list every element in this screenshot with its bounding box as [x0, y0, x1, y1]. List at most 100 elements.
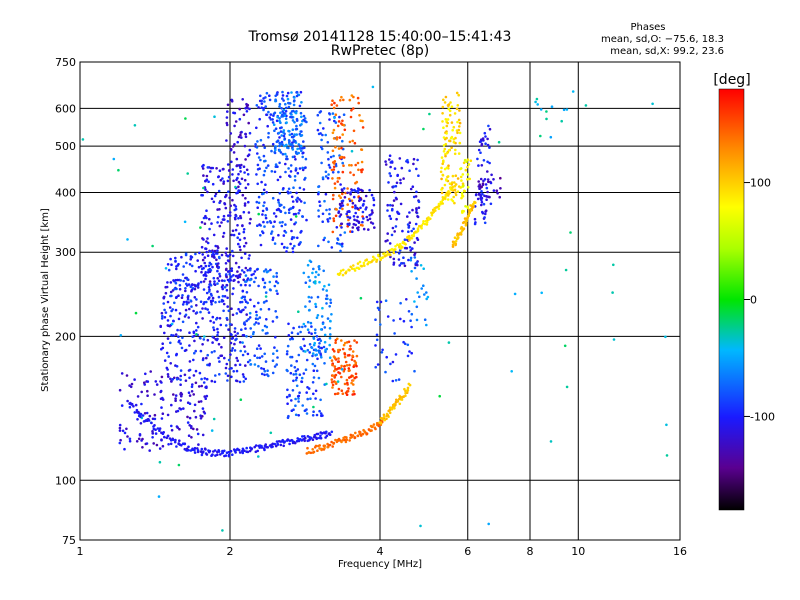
data-point — [343, 355, 347, 359]
data-point — [231, 347, 234, 350]
data-point — [237, 265, 241, 269]
data-point — [267, 307, 271, 311]
data-point — [118, 426, 122, 430]
data-point — [286, 97, 290, 101]
data-point — [463, 217, 467, 220]
data-point — [337, 147, 341, 150]
data-point — [513, 292, 517, 296]
data-point — [440, 156, 444, 159]
data-point — [223, 449, 226, 453]
data-point — [163, 359, 167, 362]
data-point — [255, 104, 259, 107]
data-point — [220, 253, 224, 257]
data-point — [307, 331, 311, 334]
data-point — [263, 300, 266, 304]
data-point — [276, 165, 279, 168]
data-point — [126, 399, 129, 403]
data-point — [442, 126, 445, 129]
data-point — [386, 239, 389, 242]
data-point — [347, 218, 350, 222]
data-point — [203, 222, 207, 225]
data-point — [459, 186, 463, 189]
data-point — [315, 413, 319, 417]
data-point — [225, 247, 228, 250]
data-point — [212, 417, 216, 421]
data-point — [190, 288, 194, 292]
data-point — [190, 390, 194, 393]
data-point — [395, 217, 398, 221]
data-point — [271, 320, 275, 323]
data-point — [360, 148, 363, 151]
data-point — [241, 373, 245, 376]
data-point — [362, 199, 366, 203]
data-point — [210, 302, 213, 306]
data-point — [159, 325, 162, 329]
data-point — [199, 414, 202, 418]
data-point — [290, 91, 293, 94]
data-point — [299, 90, 303, 94]
data-point — [358, 198, 362, 201]
data-point — [168, 437, 172, 440]
data-point — [264, 183, 267, 186]
data-point — [244, 306, 247, 309]
data-point — [253, 270, 257, 273]
data-point — [246, 301, 249, 305]
data-point — [179, 329, 182, 332]
data-point — [336, 337, 339, 341]
data-point — [334, 380, 337, 384]
data-point — [372, 423, 376, 426]
data-point — [321, 306, 324, 310]
data-point — [268, 280, 272, 284]
data-point — [456, 104, 460, 107]
data-point — [136, 418, 139, 421]
data-point — [343, 196, 347, 199]
data-point — [412, 195, 416, 199]
data-point — [458, 125, 461, 128]
data-point — [481, 210, 484, 214]
data-point — [396, 399, 400, 402]
data-point — [289, 218, 293, 221]
data-point — [187, 316, 190, 319]
data-point — [312, 337, 316, 340]
data-point — [400, 166, 404, 170]
data-point — [213, 283, 217, 287]
data-point — [391, 360, 395, 364]
data-point — [169, 377, 172, 381]
data-point — [300, 123, 303, 126]
data-point — [195, 329, 198, 332]
data-point — [410, 270, 413, 273]
data-point — [207, 311, 211, 314]
data-point — [170, 263, 173, 267]
data-point — [179, 279, 182, 282]
data-point — [261, 209, 265, 213]
data-point — [340, 245, 344, 248]
data-point — [297, 353, 301, 357]
data-point — [262, 270, 266, 273]
data-point — [317, 376, 321, 380]
data-point — [230, 275, 233, 278]
data-point — [258, 316, 262, 319]
data-point — [410, 325, 413, 329]
data-point — [248, 316, 252, 319]
data-point — [302, 151, 305, 155]
data-point — [314, 328, 317, 332]
data-point — [340, 368, 344, 371]
data-point — [482, 202, 486, 206]
data-point — [390, 233, 394, 237]
data-point — [454, 191, 457, 194]
data-point — [488, 161, 491, 165]
data-point — [338, 136, 342, 139]
data-point — [305, 408, 308, 411]
data-point — [221, 167, 225, 171]
data-point — [334, 438, 337, 442]
data-point — [151, 431, 154, 435]
data-point — [306, 320, 310, 324]
data-point — [232, 233, 236, 237]
data-point — [310, 325, 313, 328]
data-point — [311, 381, 315, 384]
data-point — [314, 282, 317, 285]
data-point — [323, 444, 327, 448]
data-point — [226, 379, 229, 382]
data-point — [499, 176, 502, 180]
data-point — [535, 97, 539, 101]
